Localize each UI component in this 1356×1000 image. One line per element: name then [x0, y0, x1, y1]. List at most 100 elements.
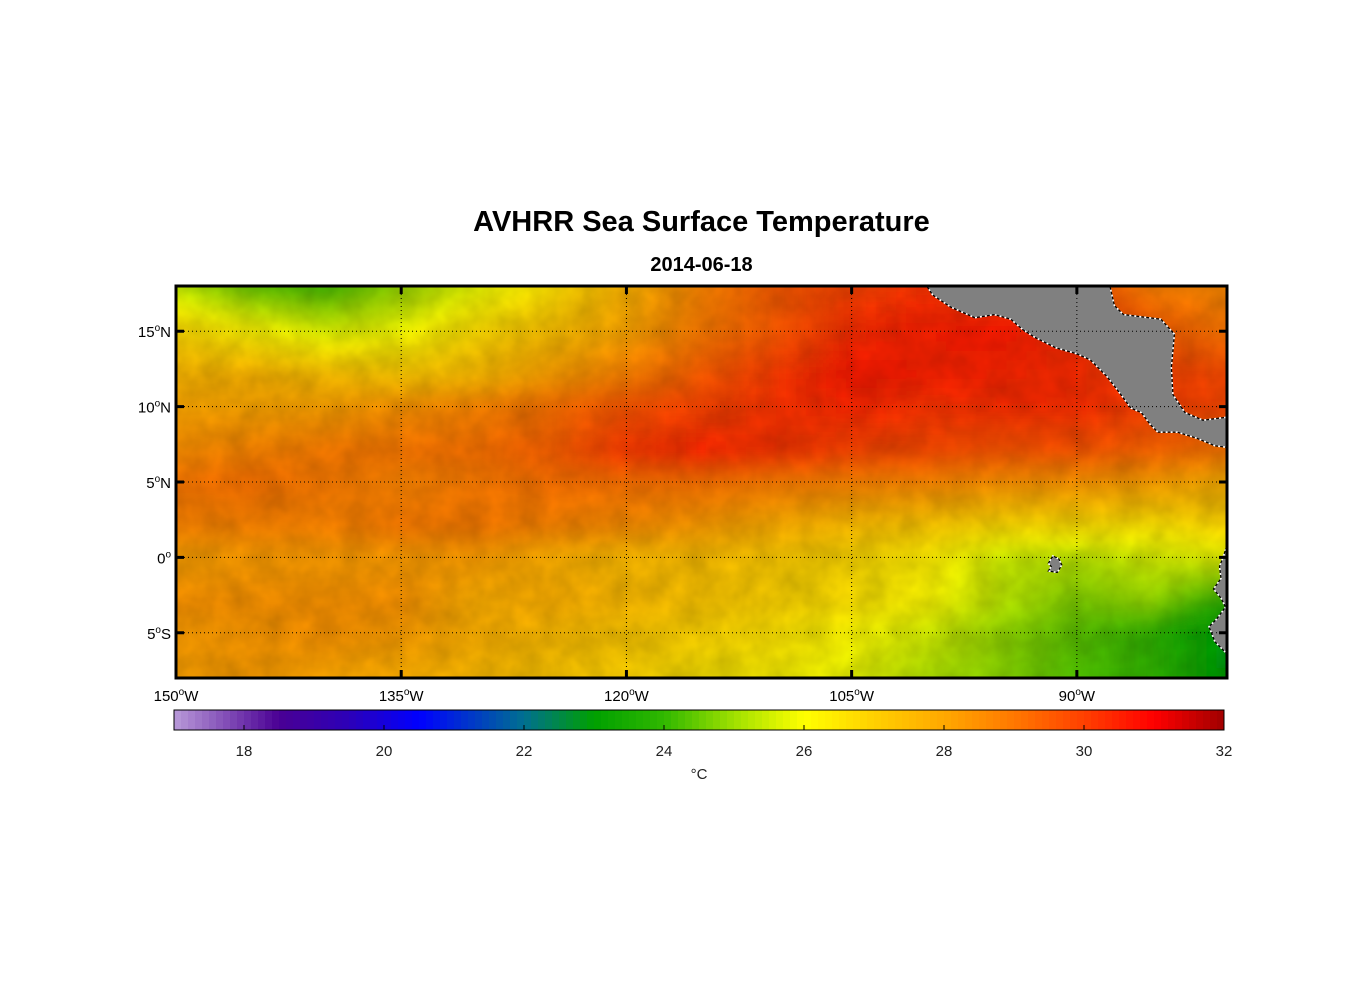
colorbar-swatch — [1035, 710, 1043, 730]
colorbar-swatch — [979, 710, 987, 730]
colorbar-swatch — [496, 710, 504, 730]
colorbar-swatch — [650, 710, 658, 730]
colorbar-swatch — [300, 710, 308, 730]
colorbar-swatch — [559, 710, 567, 730]
colorbar-swatch — [1077, 710, 1085, 730]
colorbar-swatch — [1154, 710, 1162, 730]
degree-mark: o — [854, 687, 860, 698]
colorbar-swatch — [636, 710, 644, 730]
colorbar-swatch — [734, 710, 742, 730]
colorbar-swatch — [321, 710, 329, 730]
lat-tick-label: 0o — [157, 549, 171, 567]
colorbar-swatch — [349, 710, 357, 730]
colorbar-swatch — [629, 710, 637, 730]
colorbar: 18 20 22 24 26 28 30 32 °C — [173, 709, 1232, 783]
colorbar-swatch — [1098, 710, 1106, 730]
tick-label-value: 5 — [147, 626, 155, 643]
colorbar-swatch — [328, 710, 336, 730]
colorbar-swatch — [776, 710, 784, 730]
colorbar-swatch — [874, 710, 882, 730]
colorbar-swatch — [1182, 710, 1190, 730]
colorbar-swatch — [1112, 710, 1120, 730]
colorbar-swatch — [622, 710, 630, 730]
colorbar-swatch — [209, 710, 217, 730]
lon-tick-label: 105oW — [829, 687, 875, 705]
colorbar-swatch — [363, 710, 371, 730]
colorbar-swatch — [951, 710, 959, 730]
colorbar-swatch — [1126, 710, 1134, 730]
colorbar-swatch — [769, 710, 777, 730]
colorbar-swatch — [314, 710, 322, 730]
hemisphere-letter: W — [860, 688, 875, 705]
colorbar-swatch — [531, 710, 539, 730]
colorbar-tick-label: 18 — [236, 743, 253, 760]
lat-tick-label: 10oN — [138, 399, 171, 417]
colorbar-swatch — [419, 710, 427, 730]
colorbar-swatch — [1189, 710, 1197, 730]
coast-galapagos-islands — [1046, 554, 1063, 574]
colorbar-swatch — [370, 710, 378, 730]
colorbar-swatch — [433, 710, 441, 730]
lon-tick-label: 90oW — [1059, 687, 1096, 705]
colorbar-swatch — [510, 710, 518, 730]
colorbar-swatch — [426, 710, 434, 730]
colorbar-swatch — [902, 710, 910, 730]
colorbar-swatch — [405, 710, 413, 730]
land-layer — [925, 286, 1227, 656]
colorbar-swatch — [412, 710, 420, 730]
hemisphere-letter: W — [635, 688, 650, 705]
colorbar-swatch — [489, 710, 497, 730]
colorbar-swatch — [1210, 710, 1218, 730]
coast-south-america — [1208, 545, 1227, 656]
colorbar-swatch — [1056, 710, 1064, 730]
colorbar-swatch — [601, 710, 609, 730]
colorbar-swatch — [853, 710, 861, 730]
colorbar-swatch — [713, 710, 721, 730]
colorbar-swatch — [174, 710, 182, 730]
graticule — [176, 286, 1227, 678]
colorbar-swatch — [272, 710, 280, 730]
sst-texture — [176, 286, 1227, 678]
tick-label-value: 0 — [157, 550, 165, 567]
colorbar-swatch — [1119, 710, 1127, 730]
colorbar-swatch — [1161, 710, 1169, 730]
colorbar-tick-label: 30 — [1076, 743, 1093, 760]
colorbar-swatch — [1028, 710, 1036, 730]
colorbar-swatch — [524, 710, 532, 730]
colorbar-swatch — [1084, 710, 1092, 730]
colorbar-swatch — [545, 710, 553, 730]
colorbar-swatch — [552, 710, 560, 730]
tick-label-value: 10 — [138, 400, 155, 417]
colorbar-swatch — [398, 710, 406, 730]
colorbar-swatch — [909, 710, 917, 730]
lat-tick-label: 5oN — [146, 474, 171, 492]
colorbar-swatch — [993, 710, 1001, 730]
colorbar-swatch — [1042, 710, 1050, 730]
colorbar-unit-label: °C — [691, 766, 708, 783]
colorbar-swatch — [230, 710, 238, 730]
degree-mark: o — [629, 687, 635, 698]
colorbar-tick-label: 24 — [656, 743, 673, 760]
colorbar-swatch — [454, 710, 462, 730]
colorbar-swatch — [202, 710, 210, 730]
hemisphere-letter: W — [1081, 688, 1096, 705]
colorbar-swatch — [251, 710, 259, 730]
colorbar-swatch — [958, 710, 966, 730]
colorbar-swatch — [755, 710, 763, 730]
colorbar-swatch — [832, 710, 840, 730]
colorbar-swatch — [1049, 710, 1057, 730]
colorbar-swatch — [657, 710, 665, 730]
colorbar-swatch — [1070, 710, 1078, 730]
colorbar-swatch — [188, 710, 196, 730]
colorbar-swatch — [440, 710, 448, 730]
colorbar-swatch — [391, 710, 399, 730]
colorbar-swatch — [223, 710, 231, 730]
colorbar-swatch — [643, 710, 651, 730]
hemisphere-letter: N — [160, 475, 171, 492]
lon-tick-label: 150oW — [154, 687, 200, 705]
tick-label-value: 105 — [829, 688, 854, 705]
colorbar-swatch — [965, 710, 973, 730]
colorbar-swatch — [335, 710, 343, 730]
colorbar-swatch — [594, 710, 602, 730]
lat-tick-label: 15oN — [138, 323, 171, 341]
